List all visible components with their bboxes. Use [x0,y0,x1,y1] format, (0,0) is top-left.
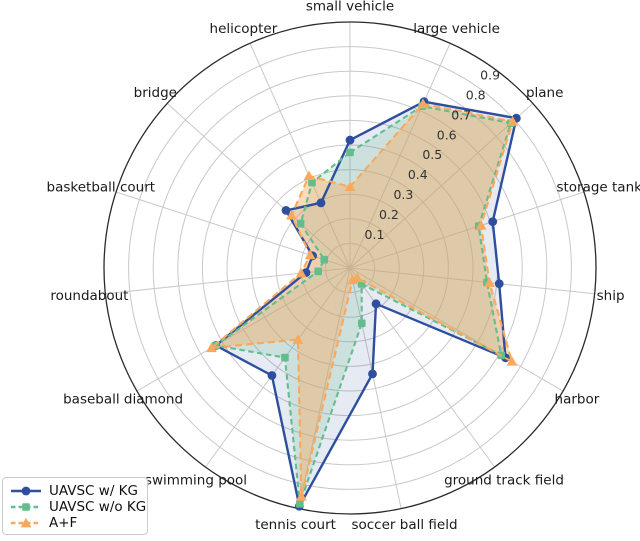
spoke-line [349,43,451,269]
legend-item-1[interactable]: UAVSC w/o KG [10,499,146,515]
legend-marker-triangle-icon [20,517,32,528]
data-point-marker-triangle [286,209,297,220]
data-point-marker-triangle [296,491,307,501]
data-point-marker-triangle [292,334,304,344]
data-point-marker-circle [316,198,326,208]
category-label-soccer-ball-field: soccer ball field [351,517,457,533]
rtick-label: 0.8 [466,88,486,103]
data-point-marker-square [357,319,366,328]
category-label-ship: ship [597,288,625,304]
category-label-helicopter: helicopter [210,21,278,37]
data-point-marker-square [296,219,305,228]
category-label-baseball-diamond: baseball diamond [63,392,183,408]
data-point-marker-square [308,178,316,187]
series-fill-a-f [211,103,513,497]
spoke-line [166,103,351,269]
series-fill-uavsc-w-o-kg [215,106,511,504]
data-point-marker-triangle [417,98,429,109]
data-point-marker-triangle [507,116,519,126]
rtick-label: 0.1 [365,227,385,242]
category-label-basketball-court: basketball court [47,180,156,196]
data-point-marker-square [314,267,322,276]
category-label-plane: plane [526,85,563,101]
category-label-swimming-pool: swimming pool [145,473,247,489]
legend-label: UAVSC w/o KG [49,499,147,515]
spoke-line [349,191,585,269]
category-label-harbor: harbor [555,392,600,408]
rtick-label: 0.2 [379,207,399,222]
data-point-marker-triangle [344,181,356,192]
data-point-marker-square [281,353,289,362]
data-point-marker-triangle [347,274,358,285]
spoke-line [249,43,351,269]
rtick-label: 0.7 [451,107,471,122]
data-point-marker-circle [345,135,355,145]
spoke-line [136,267,351,392]
category-label-large-vehicle: large vehicle [413,21,500,37]
legend-line-sample [11,503,41,511]
spoke-line [349,267,564,392]
spoke-line [349,267,402,509]
category-label-tennis-court: tennis court [255,517,336,533]
data-point-marker-triangle [304,249,316,260]
legend-label: UAVSC w/ KG [49,483,138,499]
data-point-marker-triangle [303,170,315,181]
legend-marker-square-icon [22,503,30,511]
rtick-label: 0.6 [437,127,457,142]
data-point-marker-circle [267,371,277,380]
category-label-roundabout: roundabout [50,288,128,304]
rtick-label: 0.4 [408,167,428,182]
data-point-marker-circle [371,299,381,309]
rtick-label: 0.5 [422,147,442,162]
data-point-marker-circle [281,205,291,215]
outer-spine [103,21,597,515]
data-point-marker-square [296,500,304,508]
legend-marker-circle-icon [21,486,31,496]
legend-label: A+F [49,515,78,531]
category-label-storage-tank: storage tank [556,180,640,196]
data-point-marker-circle [368,369,377,379]
data-point-marker-circle [488,217,498,227]
legend-item-2[interactable]: A+F [10,515,137,531]
data-point-marker-circle [494,279,504,289]
legend-line-sample [11,486,41,496]
spoke-line [205,267,351,468]
legend-item-0[interactable]: UAVSC w/ KG [10,483,138,499]
legend-line-sample [11,517,41,528]
category-label-bridge: bridge [134,85,177,101]
category-label-ground-track-field: ground track field [444,473,564,489]
series-fill-uavsc-w-kg [215,101,517,507]
data-point-marker-triangle [206,342,217,353]
data-point-marker-triangle [484,277,495,287]
data-point-marker-triangle [475,220,487,230]
data-point-marker-square [320,255,329,264]
data-point-marker-triangle [295,267,307,278]
rtick-label: 0.9 [480,68,500,83]
data-point-marker-triangle [506,356,518,366]
category-label-small-vehicle: small vehicle [306,0,394,15]
spoke-line [349,103,534,269]
spoke-line [349,267,595,295]
data-point-marker-square [346,148,354,157]
series-line-a-f [210,102,514,498]
rtick-label: 0.3 [393,187,413,202]
series-line-uavsc-w-o-kg [214,105,512,505]
legend: UAVSC w/ KG UAVSC w/o KG A+F [2,477,148,535]
